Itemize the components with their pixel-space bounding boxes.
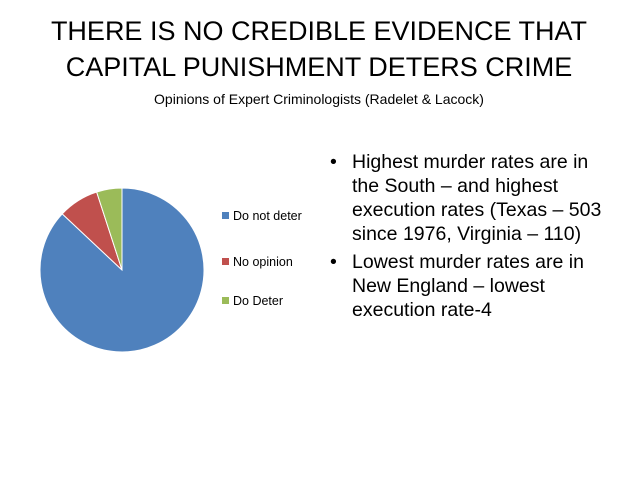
legend-label: No opinion: [233, 255, 293, 269]
legend-swatch: [222, 297, 229, 304]
bullet-list: Highest murder rates are in the South – …: [322, 150, 612, 326]
pie-slice: [96, 187, 123, 271]
legend-label: Do not deter: [233, 209, 302, 223]
legend-entry: Do Deter: [222, 293, 304, 310]
legend-entry: No opinion: [222, 254, 304, 271]
pie-chart: [39, 187, 205, 353]
legend-swatch: [222, 258, 229, 265]
legend-label: Do Deter: [233, 294, 284, 308]
legend-swatch: [222, 212, 229, 219]
bullet: Highest murder rates are in the South – …: [322, 150, 612, 246]
legend-entry: Do not deter: [222, 208, 304, 225]
title-line: THERE IS NO CREDIBLE EVIDENCE THAT: [50, 16, 588, 46]
bullet: Lowest murder rates are in New England –…: [322, 250, 612, 322]
title-line: CAPITAL PUNISHMENT DETERS CRIME: [65, 52, 573, 82]
subtitle: Opinions of Expert Criminologists (Radel…: [154, 91, 484, 107]
